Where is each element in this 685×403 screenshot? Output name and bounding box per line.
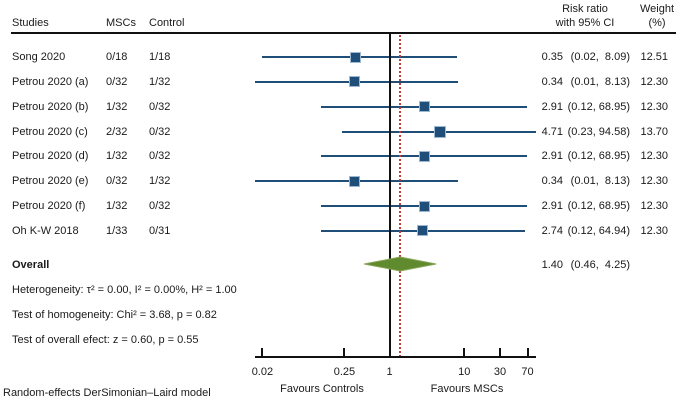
favours-right-label: Favours MSCs <box>430 383 504 395</box>
overall-diamond <box>364 255 437 272</box>
mscs-count: 0/18 <box>106 51 128 63</box>
tick-mark <box>498 348 501 356</box>
col-header-studies: Studies <box>12 17 49 29</box>
model-footnote: Random-effects DerSimonian–Laird model <box>3 387 211 399</box>
mscs-count: 2/32 <box>106 125 128 138</box>
tick-label: 0.02 <box>251 366 274 378</box>
mscs-count: 1/32 <box>106 200 128 213</box>
control-count: 1/32 <box>149 175 171 188</box>
control-count: 1/18 <box>149 51 171 63</box>
weight-value: 12.30 <box>640 200 668 213</box>
ci-text: (0.12, 68.95) <box>567 200 630 213</box>
tick-label: 70 <box>521 366 534 378</box>
header-rule <box>11 32 676 34</box>
col-header-weight-line2: (%) <box>648 17 666 29</box>
tick-label: 1 <box>386 366 393 378</box>
point-estimate-marker <box>433 125 446 138</box>
weight-value: 12.30 <box>640 175 668 188</box>
tick-label: 0.25 <box>333 366 356 378</box>
col-header-mscs: MSCs <box>106 17 136 29</box>
favours-left-label: Favours Controls <box>280 383 364 395</box>
null-reference-line <box>388 33 391 356</box>
ci-text: (0.12, 64.94) <box>567 224 630 237</box>
ci-text: (0.12, 68.95) <box>567 150 630 163</box>
mscs-count: 1/33 <box>106 224 128 237</box>
col-header-control: Control <box>149 17 185 29</box>
risk-ratio-value: 0.34 <box>541 175 563 188</box>
overall-effect-test: Test of overall efect: z = 0.60, p = 0.5… <box>12 334 199 346</box>
point-estimate-marker <box>348 175 360 187</box>
x-axis-line <box>255 356 536 358</box>
tick-label: 30 <box>493 366 507 378</box>
homogeneity-test: Test of homogeneity: Chi² = 3.68, p = 0.… <box>12 309 217 321</box>
weight-value: 12.30 <box>640 75 668 88</box>
weight-value: 13.70 <box>640 125 668 138</box>
study-label: Petrou 2020 (e) <box>12 175 89 188</box>
risk-ratio-value: 0.34 <box>541 75 563 88</box>
ci-text: (0.01, 8.13) <box>570 75 630 88</box>
study-label: Song 2020 <box>12 51 66 63</box>
weight-value: 12.30 <box>640 100 668 113</box>
point-estimate-marker <box>416 225 428 237</box>
study-label: Petrou 2020 (a) <box>12 75 89 88</box>
control-count: 0/32 <box>149 100 171 113</box>
tick-mark <box>463 348 466 356</box>
point-estimate-marker <box>418 150 430 162</box>
risk-ratio-value: 2.91 <box>541 200 563 213</box>
overall-label: Overall <box>12 259 50 271</box>
ci-text: (0.01, 8.13) <box>570 175 630 188</box>
col-header-weight-line1: Weight <box>639 3 675 15</box>
mscs-count: 0/32 <box>106 175 128 188</box>
overall-estimate-line <box>399 35 402 356</box>
tick-label: 10 <box>458 366 471 378</box>
tick-mark <box>388 348 391 356</box>
risk-ratio-value: 2.91 <box>541 100 563 113</box>
study-label: Oh K-W 2018 <box>12 224 79 237</box>
control-count: 1/32 <box>149 75 171 88</box>
study-label: Petrou 2020 (c) <box>12 125 88 138</box>
point-estimate-marker <box>418 200 430 212</box>
col-header-risk-ratio-line1: Risk ratio <box>562 3 608 15</box>
heterogeneity-stats: Heterogeneity: τ² = 0.00, I² = 0.00%, H²… <box>12 284 237 296</box>
mscs-count: 1/32 <box>106 150 128 163</box>
risk-ratio-value: 2.91 <box>541 150 563 163</box>
col-header-risk-ratio-line2: with 95% CI <box>555 17 615 29</box>
ci-text: (0.02, 8.09) <box>570 51 630 63</box>
tick-mark <box>526 348 529 356</box>
control-count: 0/32 <box>149 150 171 163</box>
study-label: Petrou 2020 (d) <box>12 150 89 163</box>
ci-text: (0.23, 94.58) <box>567 125 630 138</box>
tick-mark <box>261 348 264 356</box>
point-estimate-marker <box>418 101 430 113</box>
risk-ratio-value: 4.71 <box>541 125 563 138</box>
study-label: Petrou 2020 (f) <box>12 200 86 213</box>
mscs-count: 1/32 <box>106 100 128 113</box>
overall-ci-text: (0.46, 4.25) <box>570 259 630 271</box>
weight-value: 12.30 <box>640 150 668 163</box>
control-count: 0/32 <box>149 125 171 138</box>
control-count: 0/32 <box>149 200 171 213</box>
point-estimate-marker <box>349 51 361 63</box>
risk-ratio-value: 0.35 <box>541 51 563 63</box>
ci-text: (0.12, 68.95) <box>567 100 630 113</box>
study-label: Petrou 2020 (b) <box>12 100 89 113</box>
weight-value: 12.51 <box>640 51 668 63</box>
risk-ratio-value: 2.74 <box>541 224 563 237</box>
point-estimate-marker <box>348 76 360 88</box>
control-count: 0/31 <box>149 224 171 237</box>
weight-value: 12.30 <box>640 224 668 237</box>
tick-mark <box>343 348 346 356</box>
mscs-count: 0/32 <box>106 75 128 88</box>
overall-risk-ratio-value: 1.40 <box>541 259 563 271</box>
